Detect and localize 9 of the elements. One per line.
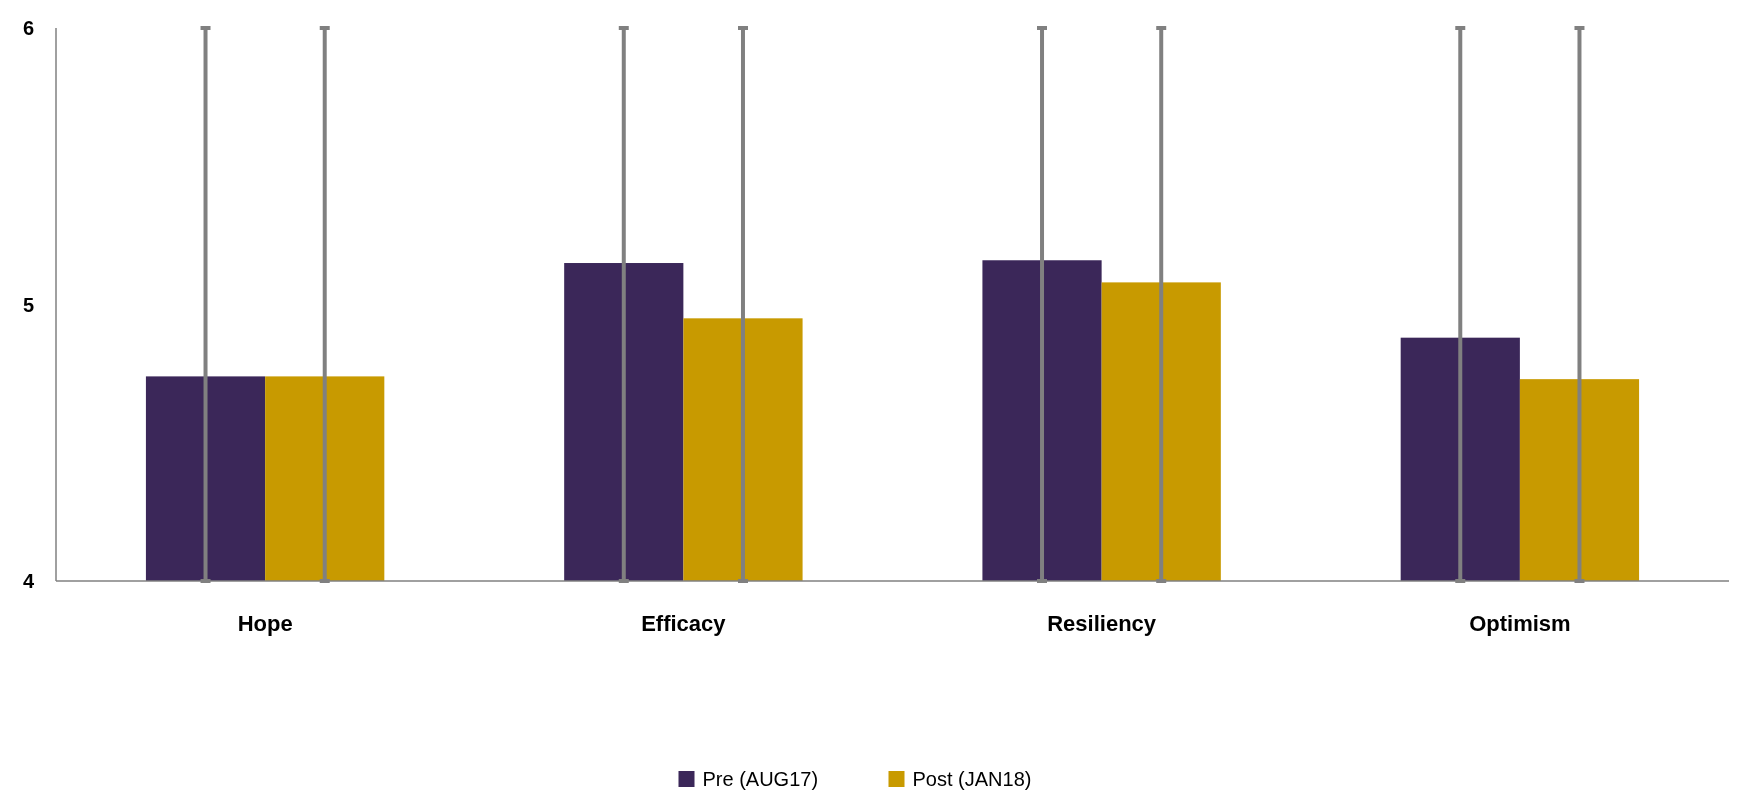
y-tick-label: 5	[22, 293, 34, 316]
x-tick-label: Optimism	[1469, 611, 1571, 636]
x-tick-label: Efficacy	[641, 611, 727, 636]
x-tick-label: Hope	[237, 611, 293, 636]
y-tick-label: 6	[22, 17, 34, 39]
legend-label: Pre (AUG17)	[702, 768, 819, 790]
legend-label: Post (JAN18)	[912, 768, 1032, 790]
y-tick-label: 4	[22, 570, 35, 592]
x-tick-label: Resiliency	[1047, 611, 1157, 636]
